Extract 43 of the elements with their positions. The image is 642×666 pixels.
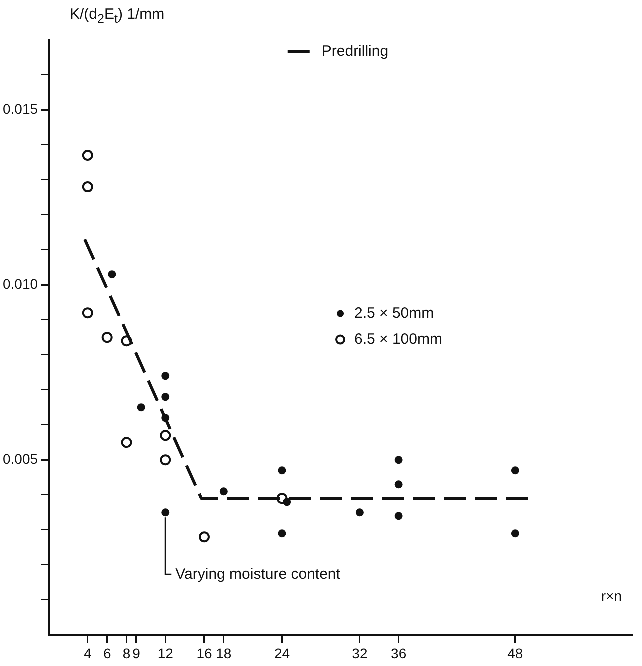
point — [278, 530, 286, 538]
annotation: Varying moisture content — [176, 566, 342, 583]
point — [82, 308, 94, 319]
point — [82, 182, 94, 193]
point — [394, 480, 403, 489]
x-tick-label: 8 — [122, 645, 131, 662]
point — [283, 498, 292, 506]
point — [511, 466, 520, 475]
y-tick-label: 0.015 — [2, 100, 38, 117]
x-tick-label: 4 — [84, 645, 92, 662]
point — [160, 454, 172, 466]
x-tick-label: 24 — [274, 645, 290, 662]
y-axis-title: K/(d$_{2}$E$_{t}$) 1/mm — [70, 6, 165, 26]
x-tick-label: 36 — [391, 645, 407, 662]
point — [198, 532, 210, 543]
legend-label: Predrilling — [322, 43, 389, 60]
y-tick-label: 0.010 — [2, 276, 38, 292]
point — [394, 456, 403, 464]
point — [162, 372, 170, 380]
point — [162, 393, 170, 402]
point — [82, 150, 94, 162]
point — [160, 430, 172, 442]
point — [108, 270, 116, 279]
legend-label: 2.5 × 50mm — [354, 304, 434, 322]
point — [356, 508, 364, 517]
point — [162, 508, 170, 517]
point — [278, 466, 286, 475]
y-tick-label: 0.005 — [2, 451, 38, 467]
point — [220, 488, 228, 496]
point — [511, 530, 520, 538]
legend-label: 6.5 × 100mm — [354, 330, 442, 348]
point — [102, 332, 113, 344]
x-tick-label: 9 — [132, 645, 141, 662]
x-tick-label: 12 — [158, 645, 174, 662]
point — [121, 437, 132, 448]
x-tick-label: 16 — [196, 645, 212, 662]
point — [137, 404, 146, 412]
x-tick-label: 32 — [352, 645, 368, 662]
point — [394, 512, 403, 520]
x-axis-title: r×n — [601, 588, 622, 604]
x-tick-label: 6 — [103, 645, 112, 662]
x-tick-label: 48 — [508, 645, 524, 662]
x-tick-label: 18 — [216, 645, 232, 662]
